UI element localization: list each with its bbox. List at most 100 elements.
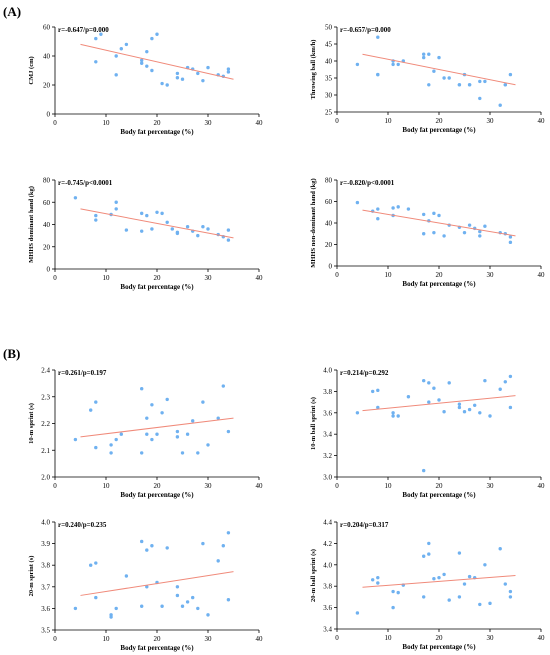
data-point [422, 212, 426, 217]
data-point [442, 76, 446, 80]
data-point [478, 229, 482, 234]
y-tick-label: 80 [325, 177, 333, 185]
x-tick-label: 40 [538, 117, 546, 125]
data-point [140, 451, 144, 455]
x-tick-label: 20 [436, 271, 444, 279]
data-point [422, 554, 426, 558]
data-point [396, 414, 400, 418]
y-tick-label: 4.0 [323, 367, 332, 375]
data-point [473, 403, 477, 408]
data-point [427, 400, 431, 404]
data-point [498, 547, 502, 551]
data-point [206, 443, 210, 447]
x-tick-label: 30 [205, 482, 213, 490]
data-point [478, 411, 482, 415]
data-point [422, 55, 426, 60]
data-point [226, 238, 231, 242]
data-point [483, 79, 487, 84]
data-point [478, 96, 482, 101]
data-point [427, 83, 431, 87]
data-point [185, 225, 190, 229]
y-tick-label: 3.6 [41, 605, 50, 613]
data-point [221, 544, 225, 548]
data-point [145, 213, 149, 218]
data-point [175, 435, 180, 439]
data-point [140, 58, 144, 63]
y-tick-label: 40 [325, 58, 333, 66]
data-point [99, 32, 103, 36]
y-tick-label: 3.6 [323, 604, 332, 612]
chart-panel-2: 0 10 20 30 40 25 30 35 40 45 50 r=-0.657/p=0.000 Bod… [310, 24, 545, 135]
regression-line [80, 208, 234, 239]
data-point [150, 544, 154, 548]
data-point [432, 211, 436, 216]
y-tick-label: 3.8 [323, 583, 332, 591]
data-point [432, 69, 436, 73]
regression-line [362, 575, 516, 588]
stat-label: r=0.214/p=0.292 [340, 369, 389, 377]
data-point [175, 76, 180, 80]
data-point [94, 218, 98, 222]
chart-panel-3: 0 10 20 30 40 0 20 40 60 80 r=-0.745/p<0.0001 Body … [28, 177, 263, 292]
data-point [508, 235, 513, 239]
y-tick-label: 0 [47, 266, 51, 274]
stat-label: r=-0.745/p<0.0001 [58, 179, 113, 187]
data-point [145, 64, 149, 68]
data-point [478, 602, 482, 607]
x-tick-label: 0 [53, 482, 57, 490]
data-point [206, 227, 210, 231]
data-point [94, 561, 98, 565]
data-point [191, 595, 195, 600]
data-point [376, 72, 380, 77]
data-point [376, 575, 380, 580]
data-point [160, 604, 164, 608]
data-point [427, 552, 431, 556]
data-point [175, 585, 180, 589]
data-point [427, 381, 431, 385]
data-point [201, 541, 205, 546]
y-tick-label: 3.4 [323, 431, 332, 439]
x-tick-label: 40 [538, 634, 546, 642]
data-point [109, 451, 113, 455]
data-point [508, 240, 513, 245]
data-point [422, 595, 426, 599]
data-point [355, 411, 360, 415]
x-tick-label: 0 [335, 117, 339, 125]
data-point [185, 432, 190, 436]
stat-label: r=0.240/p=0.235 [58, 521, 107, 529]
chart-panel-8: 0 10 20 30 40 3.4 3.6 3.8 4.0 4.2 4.4 r=0.204/p=0.3… [310, 519, 545, 652]
data-point [467, 83, 472, 87]
data-point [114, 437, 118, 442]
y-tick-label: 25 [325, 109, 333, 117]
data-point [442, 410, 446, 414]
data-point [206, 613, 210, 617]
data-point [422, 232, 426, 236]
section-label-b: (B) [3, 346, 21, 361]
data-point [196, 233, 200, 238]
data-point [376, 581, 380, 585]
data-point [462, 582, 467, 586]
data-point [73, 606, 78, 611]
x-tick-label: 10 [385, 482, 393, 490]
data-point [483, 224, 487, 228]
y-tick-label: 3.8 [41, 562, 50, 570]
data-point [478, 234, 482, 238]
data-point [73, 437, 78, 442]
data-point [355, 62, 360, 67]
data-point [457, 402, 462, 406]
y-tick-label: 20 [43, 82, 51, 90]
x-axis-label: Body fat percentage (%) [402, 643, 476, 651]
data-point [447, 76, 451, 80]
data-point [391, 589, 395, 594]
x-tick-label: 40 [538, 271, 546, 279]
y-tick-label: 3.8 [323, 388, 332, 396]
y-tick-label: 35 [325, 75, 333, 83]
data-point [114, 606, 118, 611]
y-tick-label: 45 [325, 41, 333, 49]
x-tick-label: 30 [487, 117, 495, 125]
data-point [508, 374, 513, 379]
x-tick-label: 10 [385, 271, 393, 279]
data-point [371, 578, 375, 582]
x-tick-label: 10 [103, 635, 111, 643]
data-point [109, 443, 113, 447]
